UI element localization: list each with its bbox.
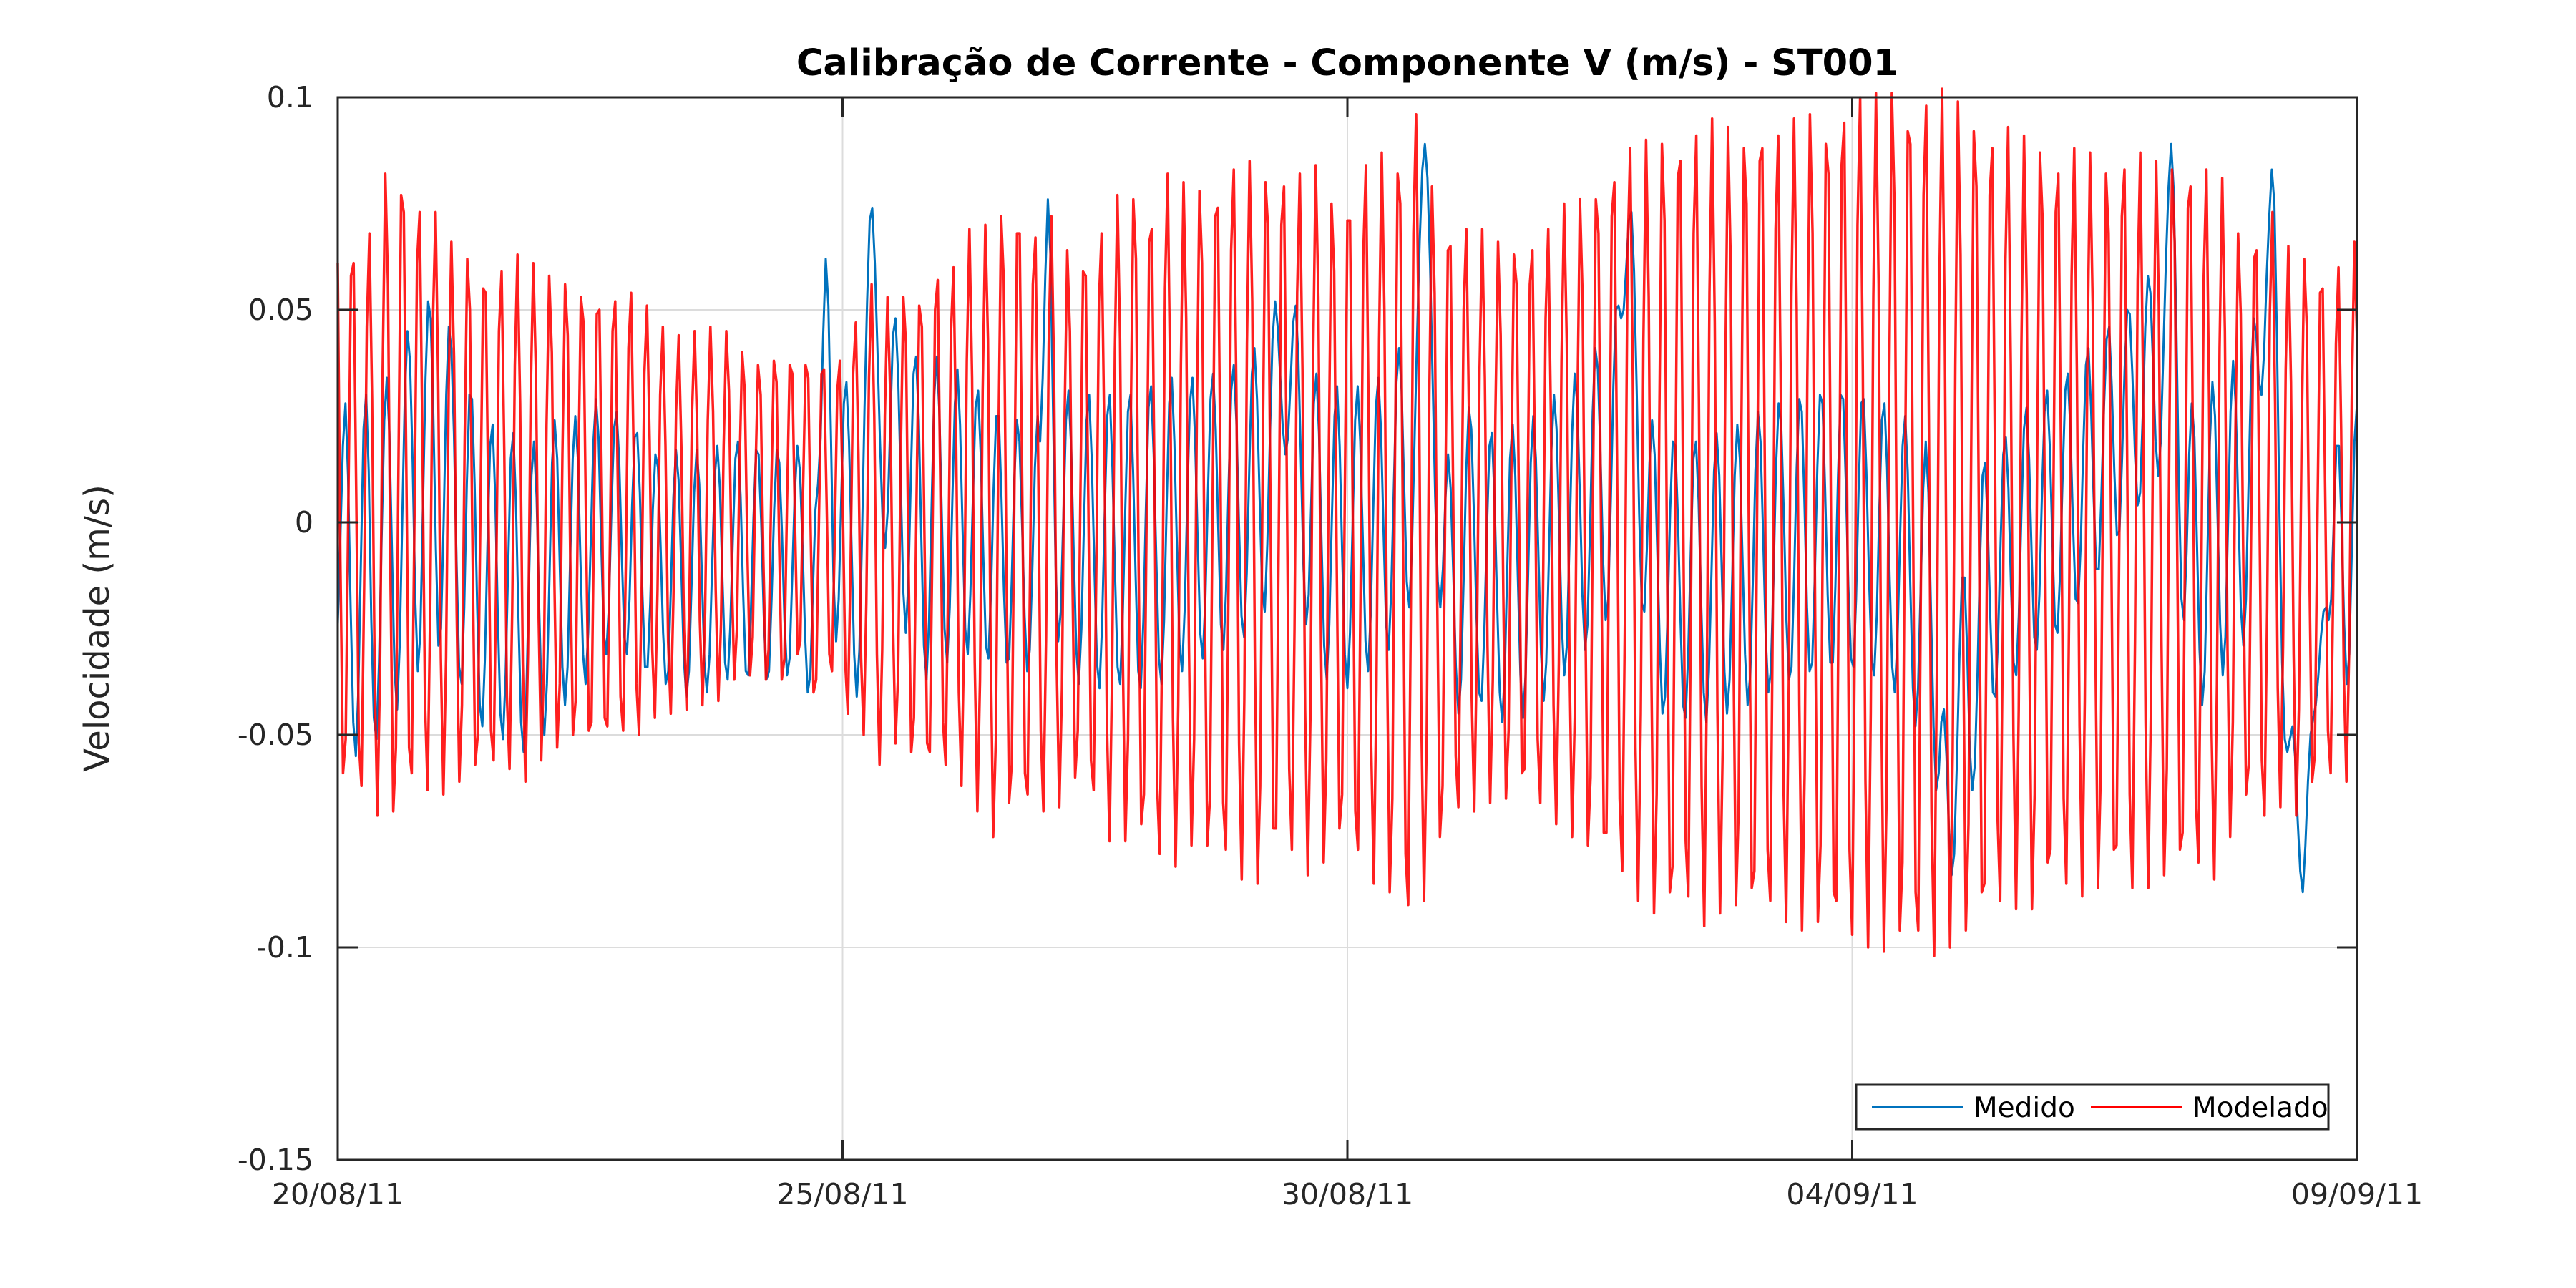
ticks — [336, 96, 2358, 1161]
y-tick-label: -0.15 — [238, 1143, 313, 1177]
x-tick-label: 20/08/11 — [272, 1177, 404, 1211]
y-tick-label: 0.05 — [248, 293, 313, 327]
chart-title: Calibração de Corrente - Componente V (m… — [796, 42, 1898, 84]
y-tick-label: -0.1 — [256, 930, 313, 965]
x-tick-labels: 20/08/11 25/08/11 30/08/11 04/09/11 09/09/11 — [272, 1177, 2423, 1211]
legend-label-medido: Medido — [1974, 1092, 2075, 1124]
y-tick-label: -0.05 — [238, 718, 313, 752]
y-tick-labels: 0.1 0.05 0 -0.05 -0.1 -0.15 — [238, 80, 313, 1177]
x-tick-label: 09/09/11 — [2291, 1177, 2423, 1211]
x-tick-label: 25/08/11 — [776, 1177, 908, 1211]
x-tick-label: 30/08/11 — [1282, 1177, 1413, 1211]
y-tick-label: 0 — [295, 505, 313, 540]
y-axis-label: Velocidade (m/s) — [77, 484, 117, 772]
legend: Medido Modelado — [1855, 1083, 2330, 1131]
y-tick-label: 0.1 — [267, 80, 313, 114]
x-tick-label: 04/09/11 — [1786, 1177, 1918, 1211]
series-layer — [336, 87, 2358, 957]
legend-label-modelado: Modelado — [2192, 1092, 2328, 1124]
series-line-modelado — [336, 87, 2358, 957]
